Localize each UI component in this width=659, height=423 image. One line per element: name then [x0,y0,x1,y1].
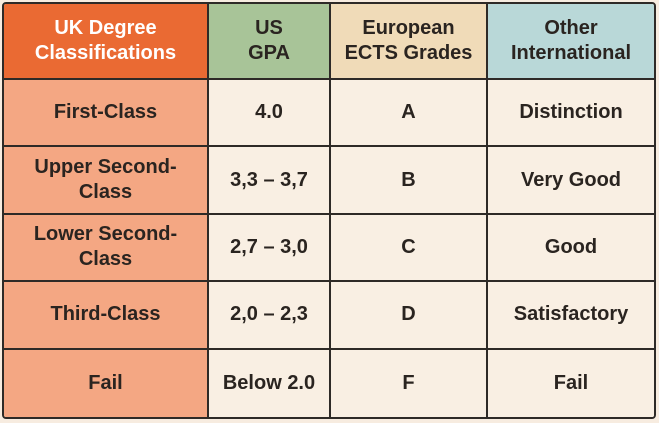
uk-class-cell: Fail [4,349,209,417]
header-ects: European ECTS Grades [331,4,488,80]
header-us-gpa: US GPA [209,4,331,80]
uk-class-cell: Upper Second-Class [4,147,209,215]
ects-grade-cell: F [331,349,488,417]
us-gpa-cell: Below 2.0 [209,349,331,417]
ects-grade-cell: D [331,282,488,350]
uk-class-cell: Third-Class [4,282,209,350]
ects-grade-cell: B [331,147,488,215]
us-gpa-cell: 2,0 – 2,3 [209,282,331,350]
header-other-international: Other International [488,4,654,80]
us-gpa-cell: 3,3 – 3,7 [209,147,331,215]
international-cell: Fail [488,349,654,417]
header-uk-degree: UK Degree Classifications [4,4,209,80]
international-cell: Good [488,214,654,283]
us-gpa-cell: 2,7 – 3,0 [209,214,331,283]
uk-class-cell: Lower Second-Class [4,214,209,283]
grade-comparison-table: UK Degree Classifications US GPA Europea… [2,2,656,419]
uk-class-cell: First-Class [4,80,209,148]
ects-grade-cell: A [331,80,488,148]
international-cell: Satisfactory [488,282,654,350]
ects-grade-cell: C [331,214,488,283]
international-cell: Distinction [488,80,654,148]
international-cell: Very Good [488,147,654,215]
us-gpa-cell: 4.0 [209,80,331,148]
